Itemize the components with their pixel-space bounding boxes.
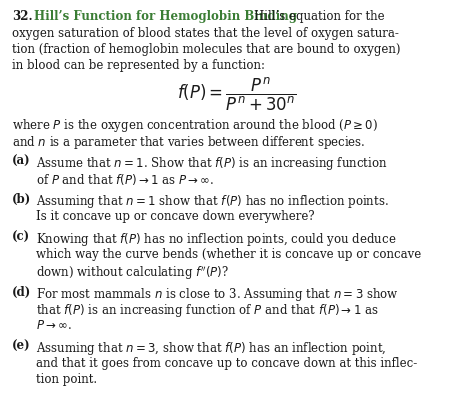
Text: Assuming that $n = 1$ show that $f(P)$ has no inflection points.: Assuming that $n = 1$ show that $f(P)$ h… — [36, 193, 389, 210]
Text: $P \to \infty$.: $P \to \infty$. — [36, 319, 72, 332]
Text: (a): (a) — [12, 155, 31, 168]
Text: (b): (b) — [12, 193, 31, 206]
Text: Hill’s equation for the: Hill’s equation for the — [254, 10, 384, 23]
Text: and $n$ is a parameter that varies between different species.: and $n$ is a parameter that varies betwe… — [12, 134, 365, 151]
Text: Assume that $n = 1$. Show that $f(P)$ is an increasing function: Assume that $n = 1$. Show that $f(P)$ is… — [36, 155, 388, 172]
Text: Assuming that $n = 3$, show that $f(P)$ has an inflection point,: Assuming that $n = 3$, show that $f(P)$ … — [36, 340, 386, 357]
Text: Knowing that $f(P)$ has no inflection points, could you deduce: Knowing that $f(P)$ has no inflection po… — [36, 231, 396, 248]
Text: where $P$ is the oxygen concentration around the blood ($P \geq 0$): where $P$ is the oxygen concentration ar… — [12, 117, 378, 134]
Text: tion point.: tion point. — [36, 373, 97, 386]
Text: For most mammals $n$ is close to 3. Assuming that $n = 3$ show: For most mammals $n$ is close to 3. Assu… — [36, 286, 399, 302]
Text: that $f(P)$ is an increasing function of $P$ and that $f(P) \to 1$ as: that $f(P)$ is an increasing function of… — [36, 302, 379, 319]
Text: (c): (c) — [12, 231, 30, 244]
Text: (e): (e) — [12, 340, 31, 353]
Text: down) without calculating $f''(P)$?: down) without calculating $f''(P)$? — [36, 264, 229, 282]
Text: tion (fraction of hemoglobin molecules that are bound to oxygen): tion (fraction of hemoglobin molecules t… — [12, 43, 401, 56]
Text: 32.: 32. — [12, 10, 33, 23]
Text: $f(P) = \dfrac{P^n}{P^n + 30^n}$: $f(P) = \dfrac{P^n}{P^n + 30^n}$ — [177, 76, 297, 113]
Text: and that it goes from concave up to concave down at this inflec-: and that it goes from concave up to conc… — [36, 356, 417, 369]
Text: Is it concave up or concave down everywhere?: Is it concave up or concave down everywh… — [36, 210, 315, 223]
Text: of $P$ and that $f(P) \to 1$ as $P \to \infty$.: of $P$ and that $f(P) \to 1$ as $P \to \… — [36, 172, 214, 187]
Text: Hill’s Function for Hemoglobin Binding: Hill’s Function for Hemoglobin Binding — [34, 10, 297, 23]
Text: oxygen saturation of blood states that the level of oxygen satura-: oxygen saturation of blood states that t… — [12, 26, 399, 39]
Text: which way the curve bends (whether it is concave up or concave: which way the curve bends (whether it is… — [36, 247, 421, 261]
Text: (d): (d) — [12, 286, 31, 298]
Text: in blood can be represented by a function:: in blood can be represented by a functio… — [12, 60, 265, 72]
